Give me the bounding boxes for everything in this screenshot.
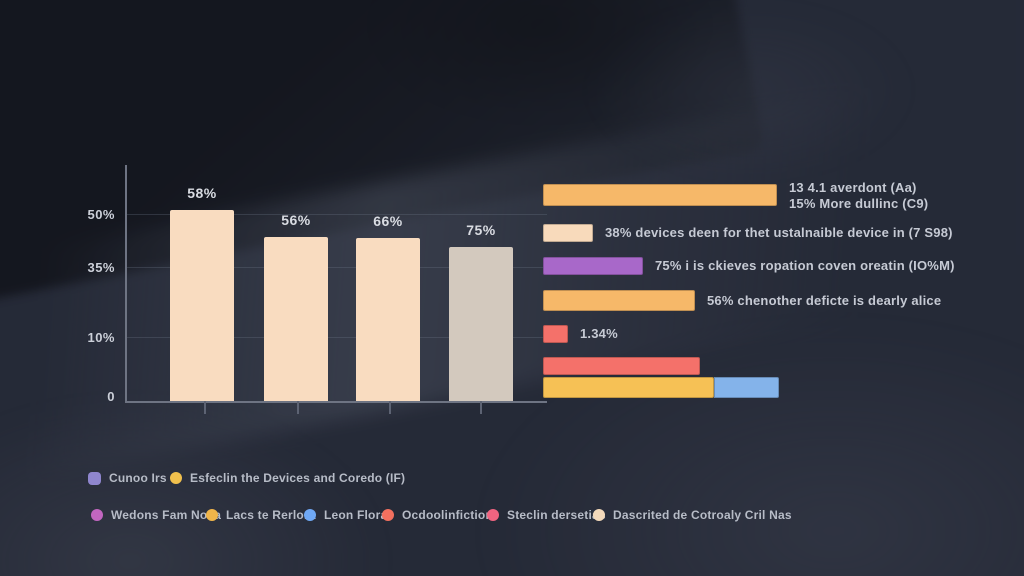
- hbar-label: 56% chenother deficte is dearly alice: [707, 293, 942, 308]
- legend-swatch-circle: [487, 509, 499, 521]
- legend-label: Lacs te Rerlora: [226, 508, 316, 522]
- hbar-label: 13 4.1 averdont (Aa) 15% More dullinc (C9…: [789, 180, 928, 212]
- legend-item: Cunoo Irs: [88, 471, 167, 485]
- hbar-label: 1.34%: [580, 326, 618, 341]
- gridline: [127, 337, 547, 338]
- legend-item: Leon Flora: [304, 508, 387, 522]
- legend-swatch-circle: [206, 509, 218, 521]
- legend-swatch-circle: [382, 509, 394, 521]
- gridline: [127, 267, 547, 268]
- bar: [356, 238, 420, 401]
- legend-item: Dascrited de Cotroaly Cril Nas: [593, 508, 792, 522]
- legend-swatch-circle: [304, 509, 316, 521]
- legend-row-2: Wedons Fam Nova Lacs te Rerlora Leon Flora…: [0, 508, 1024, 528]
- legend-swatch-square: [88, 471, 101, 485]
- hbar: [543, 184, 777, 206]
- bar: [449, 247, 513, 401]
- legend-item: Ocdoolinfictior: [382, 508, 490, 522]
- y-axis-tick-label: 10%: [87, 330, 115, 345]
- hbar: [543, 290, 695, 311]
- legend-item: Steclin dersetias: [487, 508, 606, 522]
- y-axis-tick-label: 35%: [87, 260, 115, 275]
- vertical-bar-chart: 50% 35% 10% 0 58% 56% 66% 75%: [87, 165, 547, 414]
- bar: [264, 237, 328, 401]
- legend-label: Steclin dersetias: [507, 508, 606, 522]
- legend-label: Esfeclin the Devices and Coredo (IF): [190, 471, 406, 485]
- legend-item: Wedons Fam Nova: [91, 508, 221, 522]
- hbar: [543, 224, 593, 242]
- gridline: [127, 214, 547, 215]
- legend-row-1: Cunoo Irs Esfeclin the Devices and Coredo…: [0, 471, 1024, 491]
- legend-swatch-circle: [170, 472, 182, 484]
- horizontal-bar-panel: 13 4.1 averdont (Aa) 15% More dullinc (C9…: [543, 0, 1024, 576]
- legend-label: Dascrited de Cotroaly Cril Nas: [613, 508, 792, 522]
- hbar: [543, 357, 700, 375]
- bar-value-label: 56%: [281, 212, 311, 228]
- bar-value-label: 58%: [187, 185, 217, 201]
- hbar-label-line: 13 4.1 averdont (Aa): [789, 180, 917, 195]
- hbar-segment: [714, 377, 779, 398]
- bar-value-label: 75%: [466, 222, 496, 238]
- x-axis-tick: [389, 401, 391, 414]
- hbar-label-line: 15% More dullinc (C9): [789, 196, 929, 211]
- legend-swatch-circle: [593, 509, 605, 521]
- legend-item: Lacs te Rerlora: [206, 508, 316, 522]
- legend-label: Ocdoolinfictior: [402, 508, 491, 522]
- legend-item: Esfeclin the Devices and Coredo (IF): [170, 471, 405, 485]
- y-axis-tick-label: 0: [107, 389, 115, 404]
- hbar: [543, 325, 568, 343]
- legend-label: Wedons Fam Nova: [111, 508, 222, 522]
- bar: [170, 210, 234, 401]
- y-axis-tick-label: 50%: [87, 207, 115, 222]
- hbar: [543, 377, 779, 398]
- x-axis-tick: [297, 401, 299, 414]
- bar-value-label: 66%: [373, 213, 403, 229]
- hbar-label: 38% devices deen for thet ustalnaible de…: [605, 225, 953, 240]
- legend-label: Cunoo Irs: [109, 471, 167, 485]
- x-axis-tick: [204, 401, 206, 414]
- legend-swatch-circle: [91, 509, 103, 521]
- hbar: [543, 257, 643, 275]
- legend-label: Leon Flora: [324, 508, 388, 522]
- hbar-label: 75% i is ckieves ropation coven oreatin …: [655, 258, 955, 273]
- x-axis-tick: [480, 401, 482, 414]
